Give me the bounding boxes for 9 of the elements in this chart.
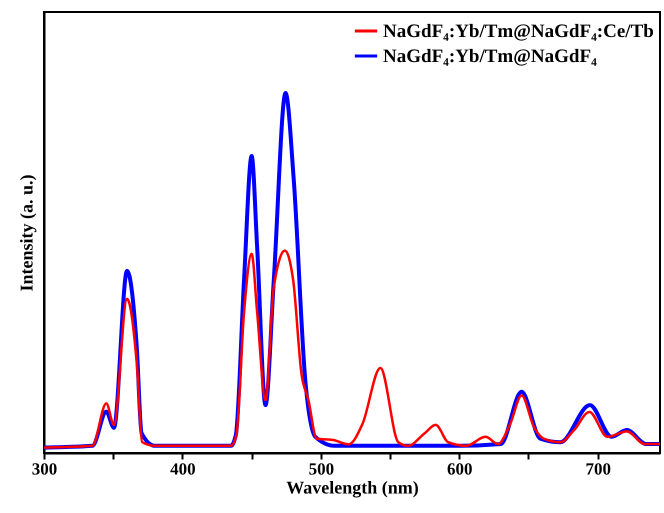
x-tick-label: 500 bbox=[308, 460, 334, 478]
x-axis-title: Wavelength (nm) bbox=[286, 478, 419, 498]
x-tick-label: 300 bbox=[32, 460, 58, 478]
legend-label: NaGdF₄:Yb/Tm@NaGdF₄:Ce/Tb bbox=[383, 21, 654, 42]
legend-label: NaGdF₄:Yb/Tm@NaGdF₄ bbox=[383, 46, 598, 67]
x-tick-label: 700 bbox=[585, 460, 611, 478]
y-axis-title: Intensity (a. u.) bbox=[16, 174, 36, 292]
x-tick-label: 600 bbox=[447, 460, 473, 478]
x-tick-label: 400 bbox=[170, 460, 196, 478]
